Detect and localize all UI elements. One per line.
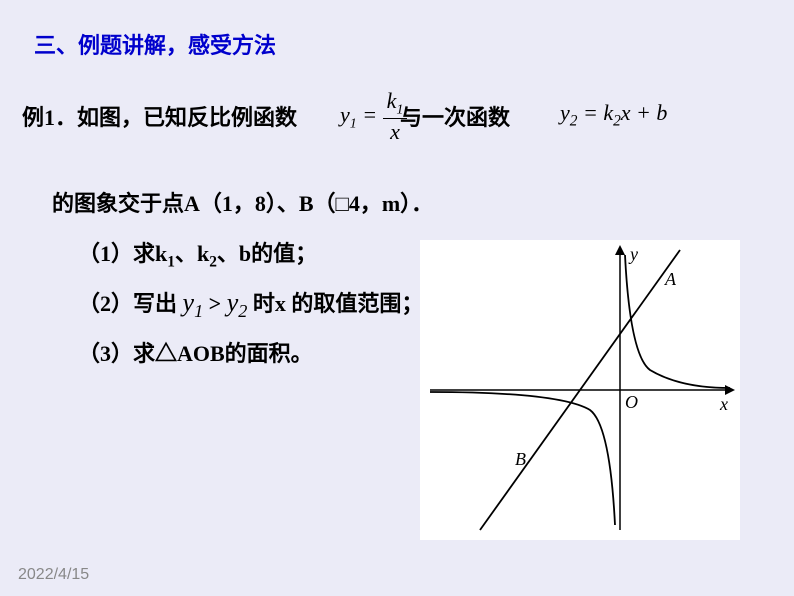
question-1: （1）求k1、k2、b的值；	[78, 236, 317, 271]
hyperbola-q1	[625, 255, 730, 388]
formula-y1: y1 = k1 x	[340, 88, 407, 145]
intersection-text: 的图象交于点A（1，8）、B（□4，m）．	[52, 186, 433, 218]
q2-y1: y1	[183, 288, 204, 317]
graph-svg: y x O A B	[420, 240, 740, 540]
q2-y2: y2	[227, 288, 248, 317]
y-label: y	[628, 244, 638, 264]
q2-prefix: （2）写出	[78, 291, 183, 316]
mid-text: 与一次函数	[400, 100, 510, 132]
question-2: （2）写出 y1 > y2 时x 的取值范围；	[78, 286, 423, 322]
example-prefix: 例1．如图，已知反比例函数	[22, 100, 297, 132]
y-axis-arrow	[615, 245, 625, 255]
formula-y2: y2 = k2x + b	[560, 100, 667, 130]
formula-y1-lhs: y1 =	[340, 102, 383, 127]
footer-date: 2022/4/15	[18, 566, 89, 584]
q2-gt: >	[203, 291, 227, 316]
point-A-label: A	[664, 269, 677, 289]
q2-suffix: 时x 的取值范围；	[247, 291, 423, 316]
section-heading: 三、例题讲解，感受方法	[34, 28, 276, 60]
x-label: x	[719, 394, 728, 414]
point-B-label: B	[515, 449, 526, 469]
graph-figure: y x O A B	[420, 240, 740, 540]
origin-label: O	[625, 392, 638, 412]
question-3: （3）求△AOB的面积。	[78, 336, 313, 368]
